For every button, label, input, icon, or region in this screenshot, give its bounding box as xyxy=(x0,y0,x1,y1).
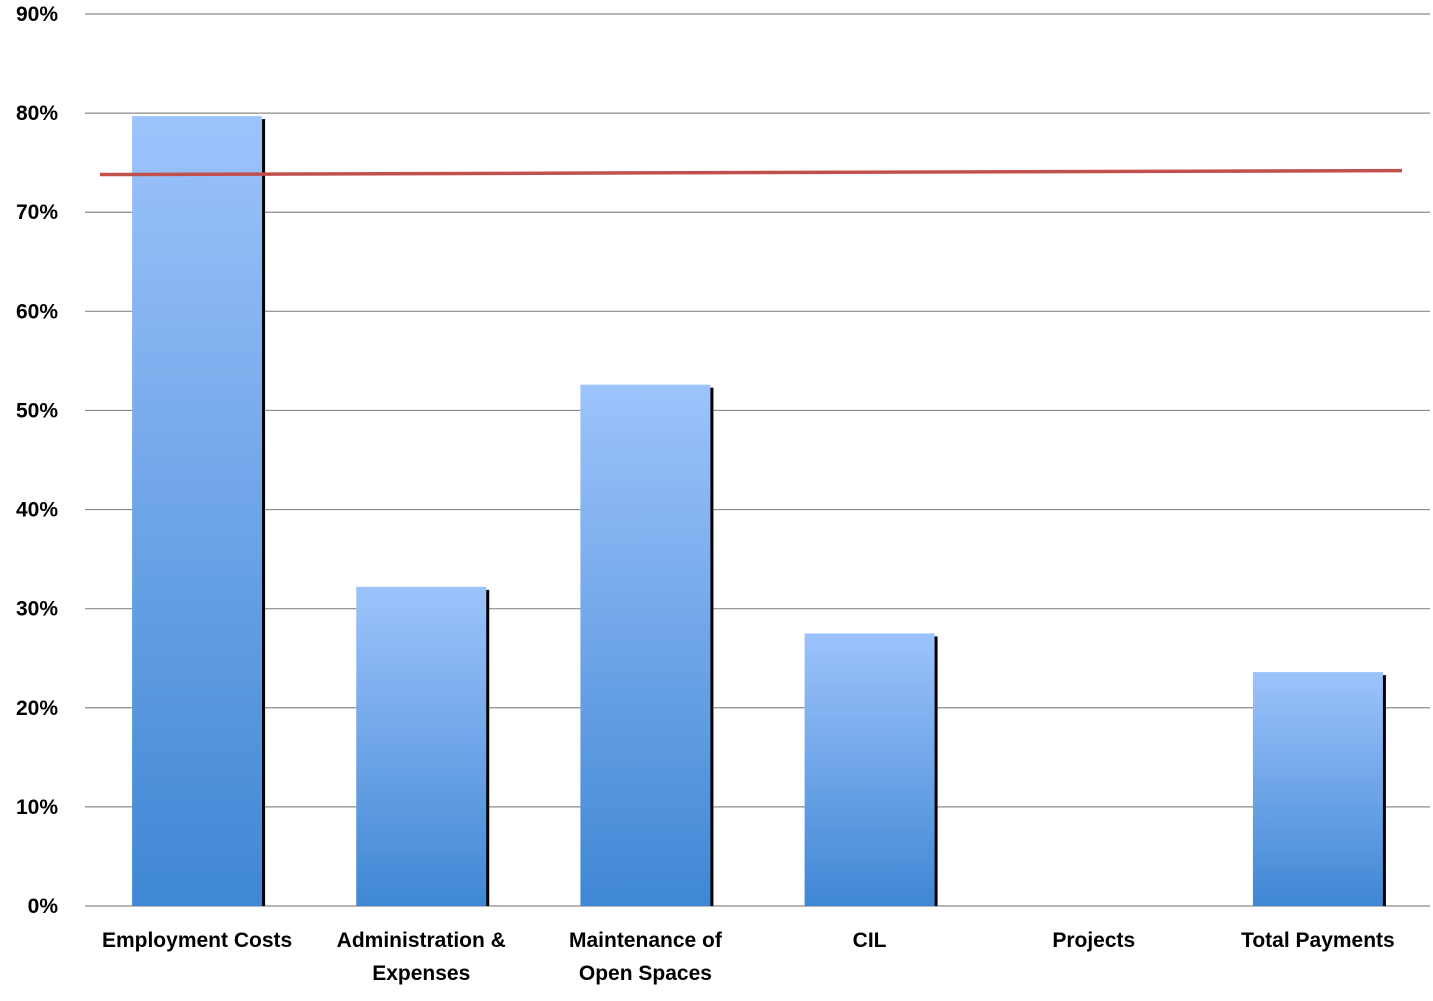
y-tick-label: 30% xyxy=(16,598,58,621)
y-tick-label: 50% xyxy=(16,399,58,422)
x-category-label: Employment Costs xyxy=(102,929,292,952)
bar xyxy=(356,586,487,906)
reference-line-group xyxy=(99,168,1403,177)
y-axis-tick-labels: 0% 10% 20% 30% 40% 50% 60% 70% 80% 90% xyxy=(16,3,58,918)
x-category-label: Administration & Expenses xyxy=(337,929,506,985)
gridlines xyxy=(85,13,1430,907)
x-category-label: CIL xyxy=(853,929,887,952)
bar xyxy=(132,116,263,906)
y-tick-label: 10% xyxy=(16,796,58,819)
y-tick-label: 40% xyxy=(16,499,58,522)
y-tick-label: 60% xyxy=(16,300,58,323)
x-category-label: Maintenance of Open Spaces xyxy=(569,929,723,985)
x-category-label: Total Payments xyxy=(1241,929,1395,952)
x-category-label: Projects xyxy=(1052,929,1135,952)
y-tick-label: 90% xyxy=(16,3,58,26)
x-axis-category-labels: Employment Costs Administration & Expenses… xyxy=(102,929,1395,985)
y-tick-label: 20% xyxy=(16,697,58,720)
y-tick-label: 80% xyxy=(16,102,58,125)
bar xyxy=(804,633,935,906)
bar xyxy=(580,384,711,907)
y-tick-label: 70% xyxy=(16,201,58,224)
y-tick-label: 0% xyxy=(28,895,59,918)
bars xyxy=(132,116,1386,907)
bar xyxy=(1252,672,1383,906)
reference-line xyxy=(99,168,1403,177)
